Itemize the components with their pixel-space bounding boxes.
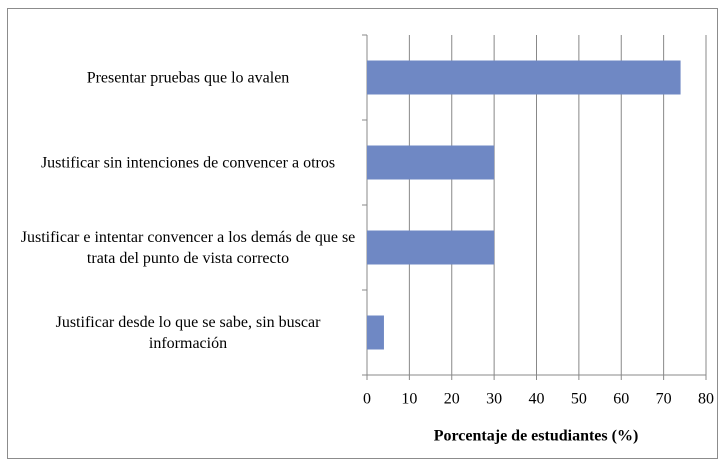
x-tick-label: 70 xyxy=(656,391,672,408)
x-tick-label: 0 xyxy=(363,391,371,408)
y-tick-label: Justificar e intentar convencer a los de… xyxy=(20,228,356,267)
bar xyxy=(367,230,495,265)
x-tick-label: 20 xyxy=(444,391,460,408)
y-tick-label: Presentar pruebas que lo avalen xyxy=(86,69,290,86)
y-tick-label: Justificar desde lo que se sabe, sin bus… xyxy=(55,313,321,352)
x-tick-label: 80 xyxy=(698,391,714,408)
bar xyxy=(367,145,495,180)
x-tick-label: 10 xyxy=(401,391,417,408)
bar xyxy=(367,60,681,95)
x-tick-label: 60 xyxy=(613,391,629,408)
y-tick-label: Justificar sin intenciones de convencer … xyxy=(40,154,336,171)
x-axis-title: Porcentaje de estudiantes (%) xyxy=(434,428,639,445)
bar xyxy=(367,315,384,350)
x-tick-label: 30 xyxy=(486,391,502,408)
x-tick-label: 40 xyxy=(529,391,545,408)
x-tick-label: 50 xyxy=(571,391,587,408)
chart-border xyxy=(7,8,718,459)
